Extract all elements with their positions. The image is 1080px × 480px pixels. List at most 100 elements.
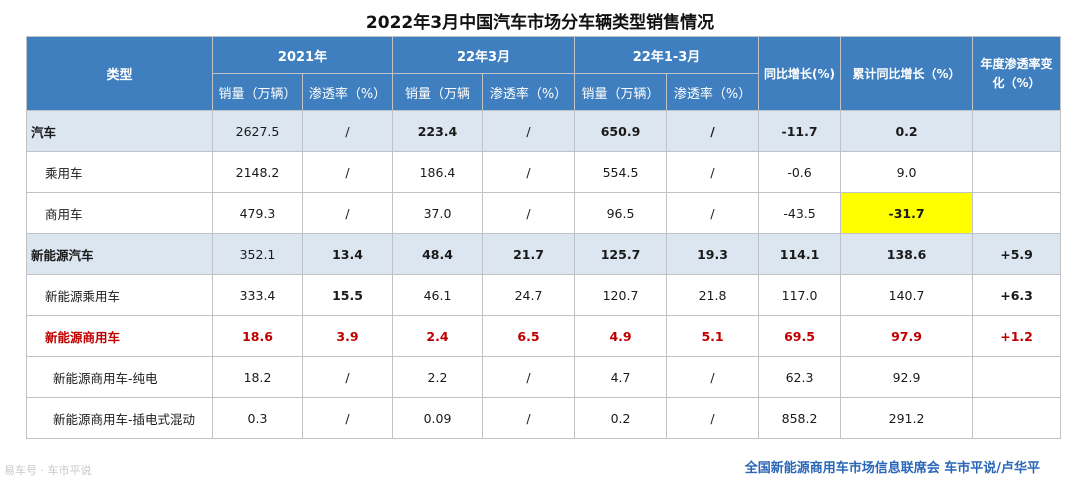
table-row: 新能源商用车-纯电 18.2 / 2.2 / 4.7 / 62.3 92.9 xyxy=(26,356,1062,398)
row-label: 新能源乘用车 xyxy=(26,274,213,316)
sales-table: 类型 2021年 22年3月 22年1-3月 同比增长(%) 累计同比增长（%）… xyxy=(26,36,1062,439)
table-row: 新能源汽车 352.1 13.4 48.4 21.7 125.7 19.3 11… xyxy=(26,233,1062,275)
header-2021: 2021年 xyxy=(212,36,393,74)
cell: 352.1 xyxy=(212,233,303,275)
row-label: 汽车 xyxy=(26,110,213,152)
header-yoy: 同比增长(%) xyxy=(758,36,842,111)
cell: / xyxy=(481,151,576,193)
cell: 4.9 xyxy=(574,315,668,357)
cell: -0.6 xyxy=(758,151,842,193)
cell: 2148.2 xyxy=(212,151,303,193)
cell: / xyxy=(481,192,576,234)
cell: / xyxy=(666,397,760,439)
cell: 92.9 xyxy=(840,356,974,398)
cell: 0.09 xyxy=(392,397,483,439)
cell: 21.8 xyxy=(666,274,760,316)
cell: 13.4 xyxy=(302,233,393,275)
cell: +5.9 xyxy=(972,233,1062,275)
cell: 2.2 xyxy=(392,356,483,398)
cell: 9.0 xyxy=(840,151,974,193)
cell: 554.5 xyxy=(574,151,668,193)
cell: 62.3 xyxy=(758,356,842,398)
table-row: 新能源商用车 18.6 3.9 2.4 6.5 4.9 5.1 69.5 97.… xyxy=(26,315,1062,357)
cell: +1.2 xyxy=(972,315,1062,357)
cell: / xyxy=(481,110,576,152)
header-type: 类型 xyxy=(26,36,213,111)
cell xyxy=(972,151,1062,193)
cell: 186.4 xyxy=(392,151,483,193)
cell: 48.4 xyxy=(392,233,483,275)
cell: 97.9 xyxy=(840,315,974,357)
cell: 140.7 xyxy=(840,274,974,316)
cell: 3.9 xyxy=(302,315,393,357)
cell xyxy=(972,356,1062,398)
cell: / xyxy=(666,192,760,234)
table-row: 汽车 2627.5 / 223.4 / 650.9 / -11.7 0.2 xyxy=(26,110,1062,152)
cell: +6.3 xyxy=(972,274,1062,316)
cell: 120.7 xyxy=(574,274,668,316)
cell: 24.7 xyxy=(481,274,576,316)
header-sales-2021: 销量（万辆） xyxy=(212,73,303,111)
cell: 96.5 xyxy=(574,192,668,234)
cell: 37.0 xyxy=(392,192,483,234)
cell: 46.1 xyxy=(392,274,483,316)
cell: / xyxy=(666,110,760,152)
cell: / xyxy=(302,192,393,234)
cell: 138.6 xyxy=(840,233,974,275)
header-sales-2213: 销量（万辆） xyxy=(574,73,668,111)
cell: 18.2 xyxy=(212,356,303,398)
cell: -11.7 xyxy=(758,110,842,152)
header-2022-q1: 22年1-3月 xyxy=(574,36,760,74)
cell xyxy=(972,397,1062,439)
cell: 19.3 xyxy=(666,233,760,275)
cell: / xyxy=(481,356,576,398)
cell: 2627.5 xyxy=(212,110,303,152)
cell: 15.5 xyxy=(302,274,393,316)
header-pen-change: 年度渗透率变化（%） xyxy=(972,36,1062,111)
header-sales-2203: 销量（万辆 xyxy=(392,73,483,111)
row-label: 乘用车 xyxy=(26,151,213,193)
cell: 858.2 xyxy=(758,397,842,439)
cell: 117.0 xyxy=(758,274,842,316)
cell xyxy=(972,192,1062,234)
highlighted-cell: -31.7 xyxy=(840,192,974,234)
row-label: 新能源汽车 xyxy=(26,233,213,275)
header-pen-2213: 渗透率（%） xyxy=(666,73,760,111)
header-pen-2021: 渗透率（%） xyxy=(302,73,393,111)
cell: 291.2 xyxy=(840,397,974,439)
table-row: 新能源乘用车 333.4 15.5 46.1 24.7 120.7 21.8 1… xyxy=(26,274,1062,316)
row-label: 新能源商用车-纯电 xyxy=(26,356,213,398)
cell: 479.3 xyxy=(212,192,303,234)
cell: 125.7 xyxy=(574,233,668,275)
cell: / xyxy=(302,110,393,152)
cell: / xyxy=(302,151,393,193)
header-cum-yoy: 累计同比增长（%） xyxy=(840,36,974,111)
row-label: 新能源商用车-插电式混动 xyxy=(26,397,213,439)
table-row: 新能源商用车-插电式混动 0.3 / 0.09 / 0.2 / 858.2 29… xyxy=(26,397,1062,439)
cell: 2.4 xyxy=(392,315,483,357)
cell: 69.5 xyxy=(758,315,842,357)
cell: 4.7 xyxy=(574,356,668,398)
cell: / xyxy=(481,397,576,439)
cell: 650.9 xyxy=(574,110,668,152)
cell: / xyxy=(666,151,760,193)
cell: / xyxy=(666,356,760,398)
watermark: 易车号 · 车市平说 xyxy=(4,464,92,477)
cell: 21.7 xyxy=(481,233,576,275)
table-row: 乘用车 2148.2 / 186.4 / 554.5 / -0.6 9.0 xyxy=(26,151,1062,193)
row-label: 商用车 xyxy=(26,192,213,234)
cell: / xyxy=(302,397,393,439)
source-footer: 全国新能源商用车市场信息联席会 车市平说/卢华平 xyxy=(744,461,1040,476)
cell: / xyxy=(302,356,393,398)
header-pen-2203: 渗透率（%） xyxy=(481,73,576,111)
cell: 223.4 xyxy=(392,110,483,152)
cell xyxy=(972,110,1062,152)
cell: 0.2 xyxy=(840,110,974,152)
page-title: 2022年3月中国汽车市场分车辆类型销售情况 xyxy=(365,13,715,33)
cell: 18.6 xyxy=(212,315,303,357)
table-row: 商用车 479.3 / 37.0 / 96.5 / -43.5 -31.7 xyxy=(26,192,1062,234)
cell: 5.1 xyxy=(666,315,760,357)
cell: -43.5 xyxy=(758,192,842,234)
cell: 333.4 xyxy=(212,274,303,316)
cell: 0.3 xyxy=(212,397,303,439)
